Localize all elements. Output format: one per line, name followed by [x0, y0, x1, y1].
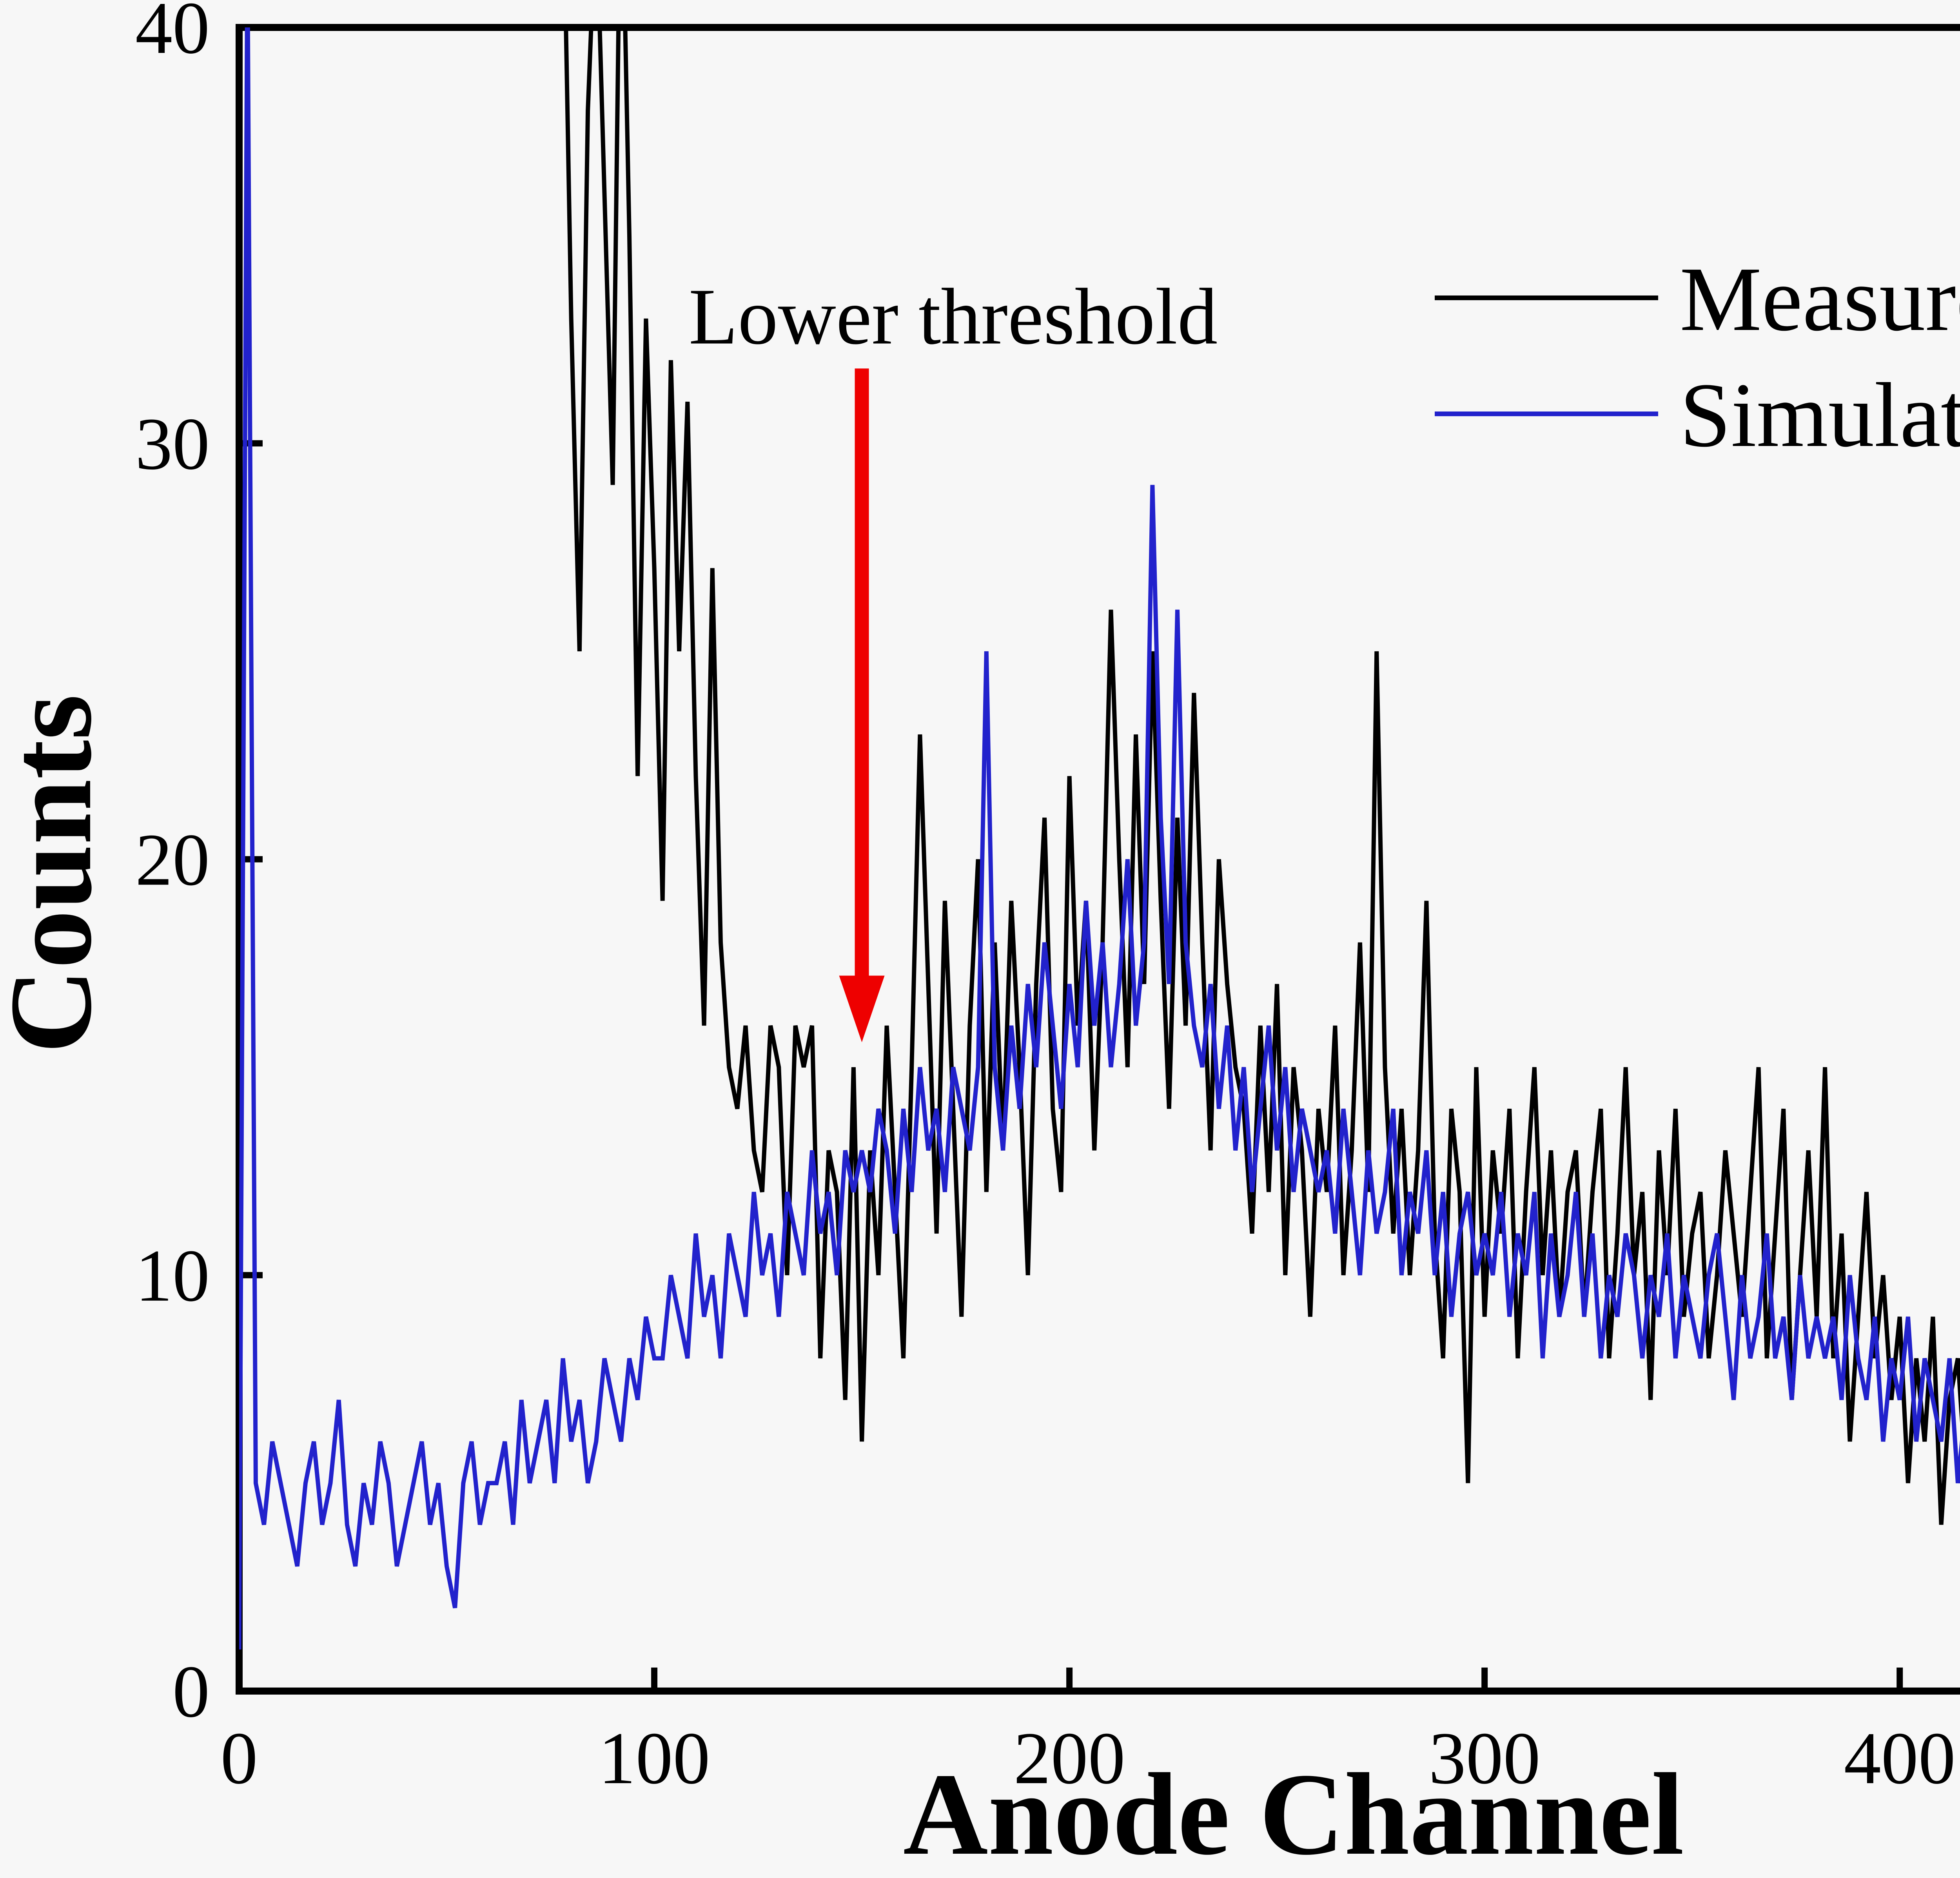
- data-series: [239, 27, 1960, 1650]
- x-tick-label: 400: [1844, 1717, 1956, 1800]
- threshold-arrow-head: [839, 975, 885, 1042]
- threshold-label: Lower threshold: [689, 272, 1218, 361]
- y-tick-label: 20: [135, 819, 210, 901]
- y-tick-label: 40: [135, 0, 210, 69]
- axis-ticks: 0100200300400500010203040: [135, 0, 1956, 1800]
- threshold-annotations: Lower thresholdUpperthreshold: [689, 272, 1218, 1042]
- x-tick-label: 200: [1014, 1717, 1125, 1800]
- x-axis-title: Anode Channel: [903, 1749, 1684, 1878]
- series-measurement: [564, 27, 1960, 1525]
- legend-label-simulation: Simulation: [1680, 364, 1960, 466]
- series-simulation: [239, 27, 1960, 1650]
- y-tick-label: 10: [135, 1235, 210, 1317]
- legend: Measurement Simulation: [1435, 248, 1960, 466]
- x-tick-label: 0: [221, 1717, 258, 1800]
- y-axis-title: Counts: [0, 694, 116, 1054]
- x-tick-label: 100: [599, 1717, 710, 1800]
- x-tick-label: 300: [1429, 1717, 1541, 1800]
- y-tick-label: 0: [172, 1651, 210, 1733]
- y-tick-label: 30: [135, 403, 210, 485]
- legend-label-measurement: Measurement: [1680, 248, 1960, 350]
